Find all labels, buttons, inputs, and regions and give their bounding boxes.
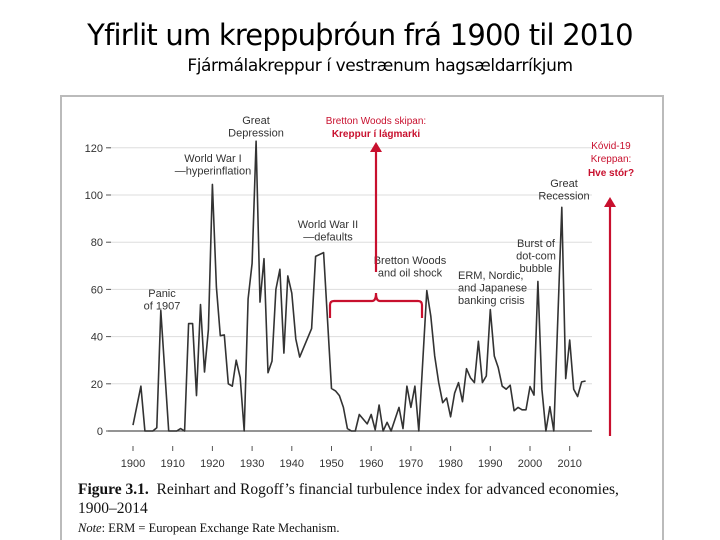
x-tick-label: 2010 (557, 458, 581, 470)
chart-annotation: —hyperinflation (175, 166, 251, 178)
y-tick-label: 40 (91, 332, 103, 344)
y-tick-label: 0 (97, 426, 103, 438)
arrow-head-icon (604, 197, 616, 207)
x-tick-label: 1960 (359, 458, 383, 470)
x-tick-label: 1930 (240, 458, 264, 470)
y-tick-label: 20 (91, 379, 103, 391)
red-annotation-text: Bretton Woods skipan: (326, 116, 426, 127)
figure-note: Note: ERM = European Exchange Rate Mecha… (78, 521, 340, 536)
x-tick-label: 1920 (200, 458, 224, 470)
bracket-bretton-woods (328, 292, 424, 318)
red-annotation-text: Kóvid-19 (591, 141, 631, 152)
figure-text: Reinhart and Rogoff’s financial turbulen… (156, 481, 619, 498)
chart-annotation: —defaults (303, 232, 353, 244)
chart-annotation: Burst of (517, 238, 556, 250)
x-tick-label: 1900 (121, 458, 145, 470)
chart-annotation: Great (550, 178, 578, 190)
figure-frame (60, 95, 664, 540)
slide-title: Yfirlit um kreppuþróun frá 1900 til 2010 (87, 18, 633, 52)
y-tick-label: 80 (91, 237, 103, 249)
chart-annotation: Bretton Woods (374, 255, 447, 267)
chart-annotation: Great (242, 115, 270, 127)
chart-annotation: and oil shock (378, 268, 443, 280)
x-tick-label: 1990 (478, 458, 502, 470)
chart-annotation: World War II (298, 219, 359, 231)
y-tick-label: 120 (85, 143, 103, 155)
x-tick-label: 1950 (319, 458, 343, 470)
chart-annotation: Depression (228, 128, 284, 140)
figure-caption-2: 1900–2014 (78, 500, 148, 517)
red-annotation-text: Kreppur í lágmarki (332, 129, 421, 140)
chart-annotation: bubble (519, 263, 552, 275)
arrow-head-icon (370, 142, 382, 152)
x-tick-label: 1940 (280, 458, 304, 470)
x-tick-label: 1980 (438, 458, 462, 470)
chart-annotation: Panic (148, 288, 176, 300)
y-tick-label: 60 (91, 284, 103, 296)
slide-subtitle: Fjármálakreppur í vestrænum hagsældarrík… (187, 56, 573, 76)
note-text: : ERM = European Exchange Rate Mechanism… (101, 521, 340, 535)
red-annotation-text: Kreppan: (591, 154, 632, 165)
x-tick-label: 1910 (160, 458, 184, 470)
chart-annotation: banking crisis (458, 295, 525, 307)
note-label: Note (78, 521, 102, 535)
turbulence-index-line (132, 140, 586, 432)
chart-annotation: dot-com (516, 251, 556, 263)
y-tick-label: 100 (85, 190, 103, 202)
x-tick-label: 1970 (399, 458, 423, 470)
red-annotation-text: Hve stór? (588, 168, 634, 179)
figure-label: Figure 3.1. (78, 481, 149, 498)
chart-annotation: Recession (538, 191, 589, 203)
chart-annotation: World War I (184, 153, 241, 165)
chart-annotation: ERM, Nordic, (458, 270, 523, 282)
figure-caption: Figure 3.1. Reinhart and Rogoff’s financ… (78, 481, 619, 499)
chart-annotation: of 1907 (144, 301, 181, 313)
chart-annotation: and Japanese (458, 283, 527, 295)
x-tick-label: 2000 (518, 458, 542, 470)
